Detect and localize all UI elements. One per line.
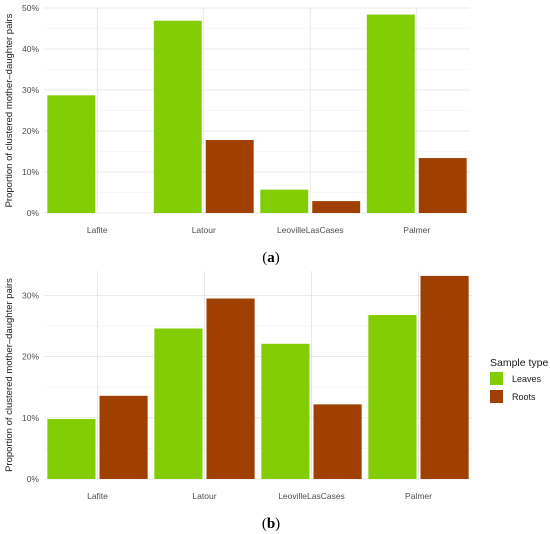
- legend-title: Sample type: [490, 357, 549, 369]
- bar-roots-latour: [205, 140, 254, 213]
- bar-leaves-leovillelascases: [261, 343, 310, 479]
- y-axis-title: Proportion of clustered mother–daughter …: [4, 278, 15, 472]
- y-tick-label: 30%: [22, 290, 39, 300]
- panel-a-label: (a): [262, 250, 280, 266]
- legend-label-leaves: Leaves: [512, 374, 542, 384]
- chart-panel-b: 0% 10% 20% 30% Lafite Latour LeovilleLasCases P…: [4, 271, 472, 501]
- bar-roots-lafite: [99, 395, 148, 479]
- y-tick-label: 0%: [27, 474, 40, 484]
- bar-roots-palmer: [420, 275, 469, 479]
- bar-leaves-lafite: [47, 95, 96, 213]
- y-tick-label: 10%: [22, 167, 39, 177]
- bar-roots-latour: [206, 298, 255, 479]
- y-tick-label: 30%: [22, 85, 39, 95]
- bar-leaves-leovillelascases: [260, 189, 309, 213]
- bar-leaves-lafite: [47, 419, 96, 479]
- y-tick-label: 40%: [22, 44, 39, 54]
- bar-leaves-palmer: [366, 14, 415, 214]
- y-tick-label: 0%: [27, 208, 40, 218]
- legend-swatch-roots: [490, 390, 503, 403]
- x-tick-label: Latour: [192, 491, 216, 501]
- y-tick-label: 10%: [22, 413, 39, 423]
- x-tick-label: Lafite: [87, 225, 108, 235]
- x-tick-label: Palmer: [405, 491, 432, 501]
- chart-panel-a: 0% 10% 20% 30% 40% 50% Lafite Latour LeovilleLas…: [4, 3, 470, 235]
- y-axis-title: Proportion of clustered mother–daughter …: [4, 13, 15, 207]
- legend-swatch-leaves: [490, 372, 503, 385]
- x-tick-label: Lafite: [87, 491, 108, 501]
- x-tick-label: Latour: [192, 225, 216, 235]
- x-tick-label: LeovilleLasCases: [277, 225, 344, 235]
- y-tick-label: 20%: [22, 126, 39, 136]
- y-tick-label: 20%: [22, 352, 39, 362]
- legend-label-roots: Roots: [512, 392, 536, 402]
- bar-roots-leovillelascases: [313, 404, 362, 479]
- y-tick-label: 50%: [22, 3, 39, 13]
- bar-leaves-latour: [153, 20, 202, 214]
- bar-leaves-latour: [154, 328, 203, 479]
- x-tick-label: Palmer: [403, 225, 430, 235]
- panel-b-label: (b): [262, 516, 280, 532]
- x-tick-label: LeovilleLasCases: [278, 491, 345, 501]
- bar-leaves-palmer: [368, 315, 417, 479]
- bar-roots-palmer: [418, 158, 467, 213]
- bar-roots-leovillelascases: [312, 201, 361, 213]
- legend: Sample type Leaves Roots: [490, 357, 549, 403]
